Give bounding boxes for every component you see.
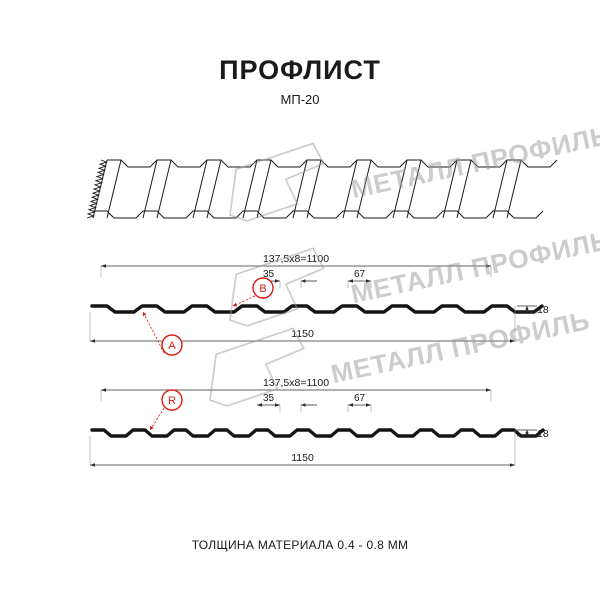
svg-text:R: R [168,395,176,407]
svg-text:МЕТАЛЛ ПРОФИЛЬ: МЕТАЛЛ ПРОФИЛЬ [348,120,600,204]
svg-text:A: A [168,340,176,352]
svg-text:67: 67 [354,393,366,404]
svg-text:1150: 1150 [291,452,314,464]
svg-text:18: 18 [537,428,549,440]
svg-text:МЕТАЛЛ ПРОФИЛЬ: МЕТАЛЛ ПРОФИЛЬ [328,305,592,389]
svg-text:МЕТАЛЛ ПРОФИЛЬ: МЕТАЛЛ ПРОФИЛЬ [348,225,600,309]
svg-text:B: B [259,283,266,295]
svg-text:35: 35 [263,393,275,404]
